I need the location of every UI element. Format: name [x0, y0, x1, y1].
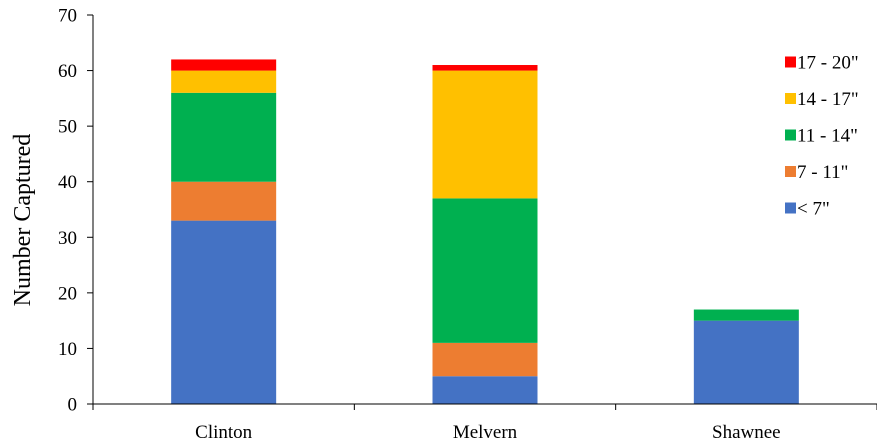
bar-segment [693, 309, 799, 321]
bar-segment [171, 92, 277, 182]
legend-swatch [785, 93, 796, 104]
bar-segment [171, 70, 277, 93]
legend-swatch [785, 166, 796, 177]
bar-segment [432, 65, 538, 71]
x-tick-label: Shawnee [712, 422, 781, 443]
legend-label: 11 - 14" [797, 126, 858, 147]
legend-swatch [785, 129, 796, 141]
y-tick-label: 20 [58, 283, 77, 304]
x-tick-label: Melvern [453, 422, 518, 443]
bar-segment [432, 342, 538, 377]
y-axis-ticks: 0 10 20 30 40 50 60 70 [58, 6, 93, 416]
legend-label: 17 - 20" [797, 53, 859, 74]
bar-segment [432, 70, 538, 199]
y-tick-label: 60 [58, 61, 77, 82]
x-tick-label: Clinton [195, 422, 253, 443]
y-tick-label: 30 [58, 228, 77, 249]
legend-label: 14 - 17" [797, 89, 859, 110]
y-axis-title: Number Captured [10, 134, 36, 307]
bar-segment [432, 198, 538, 343]
bar-segment [171, 59, 277, 71]
x-axis-ticks: Clinton Melvern Shawnee [92, 404, 877, 443]
legend: 17 - 20" 14 - 17" 11 - 14" 7 - 11" < 7" [785, 53, 859, 220]
bar-segment [171, 181, 277, 221]
y-tick-label: 0 [68, 395, 78, 416]
bars-layer [171, 59, 799, 404]
y-tick-label: 40 [58, 172, 77, 193]
y-tick-label: 10 [58, 339, 77, 360]
legend-swatch [785, 202, 796, 214]
y-tick-label: 70 [58, 6, 77, 27]
y-tick-label: 50 [58, 117, 77, 138]
bar-segment [693, 320, 799, 404]
bar-segment [432, 376, 538, 404]
legend-label: < 7" [797, 199, 830, 220]
legend-label: 7 - 11" [797, 162, 848, 183]
legend-swatch [785, 56, 796, 68]
bar-segment [171, 220, 277, 404]
axes-layer [92, 15, 877, 405]
